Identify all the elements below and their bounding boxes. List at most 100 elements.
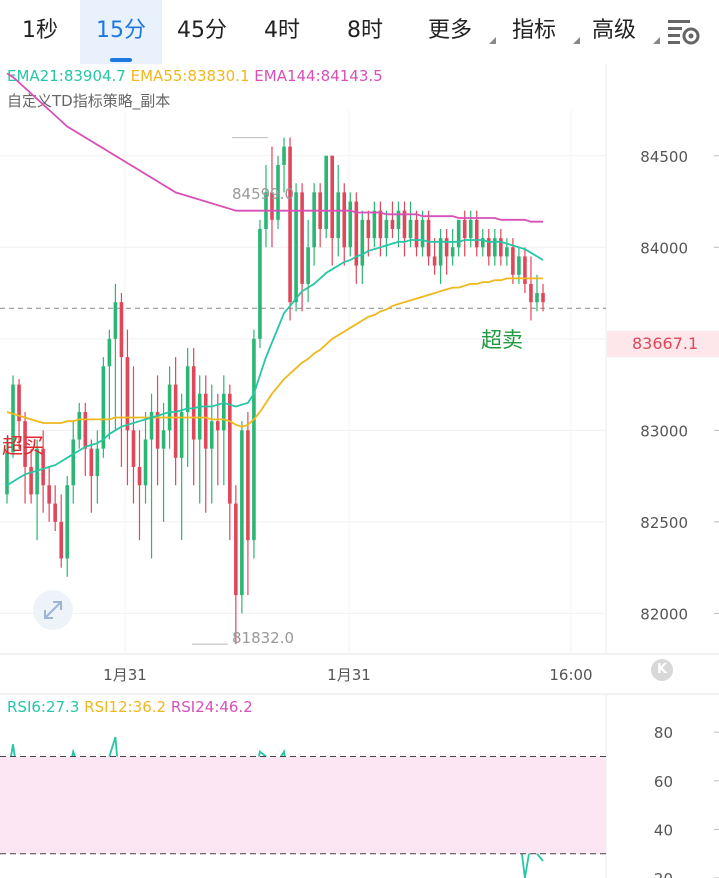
candle-body [276, 164, 280, 220]
candle-body [143, 439, 148, 486]
candle-body [384, 219, 389, 239]
candle-body [450, 247, 455, 257]
ema55-line [6, 277, 543, 428]
tab-advanced[interactable]: 高级 [574, 0, 660, 64]
candle-body [511, 247, 515, 275]
candle-body [203, 393, 208, 449]
candle-body [23, 421, 27, 467]
candle-body [324, 155, 328, 229]
candle-body [29, 466, 33, 495]
tab-1s[interactable]: 1秒 [22, 18, 58, 43]
candle-body [41, 448, 45, 486]
candle-body [89, 448, 94, 477]
candle-body [330, 155, 335, 239]
low-price-label: 81832.0 [232, 629, 295, 647]
candle-body [5, 452, 9, 495]
candle-body [420, 219, 425, 248]
tab-indicators[interactable]: 指标 [494, 0, 580, 64]
candle-body [474, 219, 479, 248]
candle-body [408, 219, 413, 239]
candle-body [360, 219, 365, 266]
candle-body [173, 384, 178, 458]
candle-body [306, 247, 310, 284]
ema144-value: EMA144:84143.5 [254, 67, 383, 85]
candle-body [342, 192, 347, 248]
candle-body [541, 293, 545, 303]
candle-body [167, 384, 172, 431]
ema-legend: EMA21:83904.7 EMA55:83830.1 EMA144:84143… [7, 67, 383, 85]
timeframe-tab-bar: 1秒 15分 45分 4时 8时 更多 指标 高级 [0, 0, 719, 64]
candle-body [499, 238, 503, 257]
candle-body [107, 338, 112, 367]
candle-body [354, 201, 359, 266]
rsi-tick-label: 20 [654, 870, 673, 878]
candle-body [378, 210, 383, 239]
tab-15m[interactable]: 15分 [80, 0, 162, 64]
candle-body [444, 238, 449, 257]
ema144-line [6, 72, 543, 223]
dropdown-caret-icon [573, 37, 580, 44]
candle-body [246, 430, 250, 541]
candle-body [535, 293, 539, 303]
candle-body [462, 219, 467, 239]
candle-body [17, 384, 21, 422]
candle-body [336, 192, 341, 239]
candle-body [486, 238, 491, 257]
candle-body [228, 393, 232, 504]
sell-signal-label: 超卖 [481, 328, 523, 352]
candle-body [215, 421, 220, 431]
rsi-tick-label: 40 [654, 821, 673, 839]
ema21-line [6, 239, 544, 487]
candle-body [47, 485, 51, 504]
candle-body [222, 393, 226, 431]
candle-body [270, 192, 274, 220]
price-tick-label: 84000 [640, 239, 688, 257]
candle-body [185, 366, 190, 413]
rsi24-value: RSI24:46.2 [170, 698, 253, 716]
candle-body [523, 256, 527, 284]
candle-body [59, 521, 64, 559]
candle-body [456, 219, 461, 248]
candle-body [155, 412, 160, 449]
price-tick-label: 82000 [640, 605, 688, 623]
candle-body [65, 485, 70, 559]
current-price-tag: 83667.1 [607, 331, 719, 357]
tab-4h[interactable]: 4时 [264, 18, 300, 43]
strategy-label: 自定义TD指标策略_副本 [7, 92, 171, 110]
tab-8h[interactable]: 8时 [347, 18, 383, 43]
time-tick-label: 1月31 [103, 666, 147, 684]
tab-more[interactable]: 更多 [410, 0, 496, 64]
time-tick-label: 16:00 [549, 666, 592, 684]
candle-body [101, 366, 106, 449]
buy-signal-label: 超买 [2, 434, 44, 458]
rsi-band [0, 756, 606, 854]
rsi6-value: RSI6:27.3 [7, 698, 80, 716]
chart-settings-icon[interactable] [664, 14, 704, 50]
candle-body [113, 302, 118, 339]
candle-body [300, 192, 304, 284]
candle-body [372, 210, 377, 239]
candle-body [432, 256, 437, 266]
candle-body [402, 210, 407, 239]
k-line-toggle-icon[interactable]: K [651, 659, 673, 681]
candle-body [294, 192, 298, 303]
dropdown-caret-icon [489, 37, 496, 44]
expand-chart-button[interactable] [33, 590, 73, 630]
candle-body [125, 357, 130, 431]
candle-body [161, 430, 166, 449]
high-price-label: 84599.0 [232, 185, 295, 203]
candle-body [209, 421, 214, 449]
candle-body [390, 219, 395, 229]
candle-body [53, 503, 57, 522]
candle-body [149, 412, 154, 440]
candle-body [258, 228, 262, 339]
candle-body [366, 219, 371, 239]
candle-body [529, 283, 533, 303]
price-tick-label: 82500 [640, 514, 688, 532]
price-tick-label: 83000 [640, 422, 688, 440]
candle-body [288, 146, 292, 303]
ema55-value: EMA55:83830.1 [130, 67, 250, 85]
candle-body [505, 247, 509, 257]
tab-45m[interactable]: 45分 [177, 18, 227, 43]
